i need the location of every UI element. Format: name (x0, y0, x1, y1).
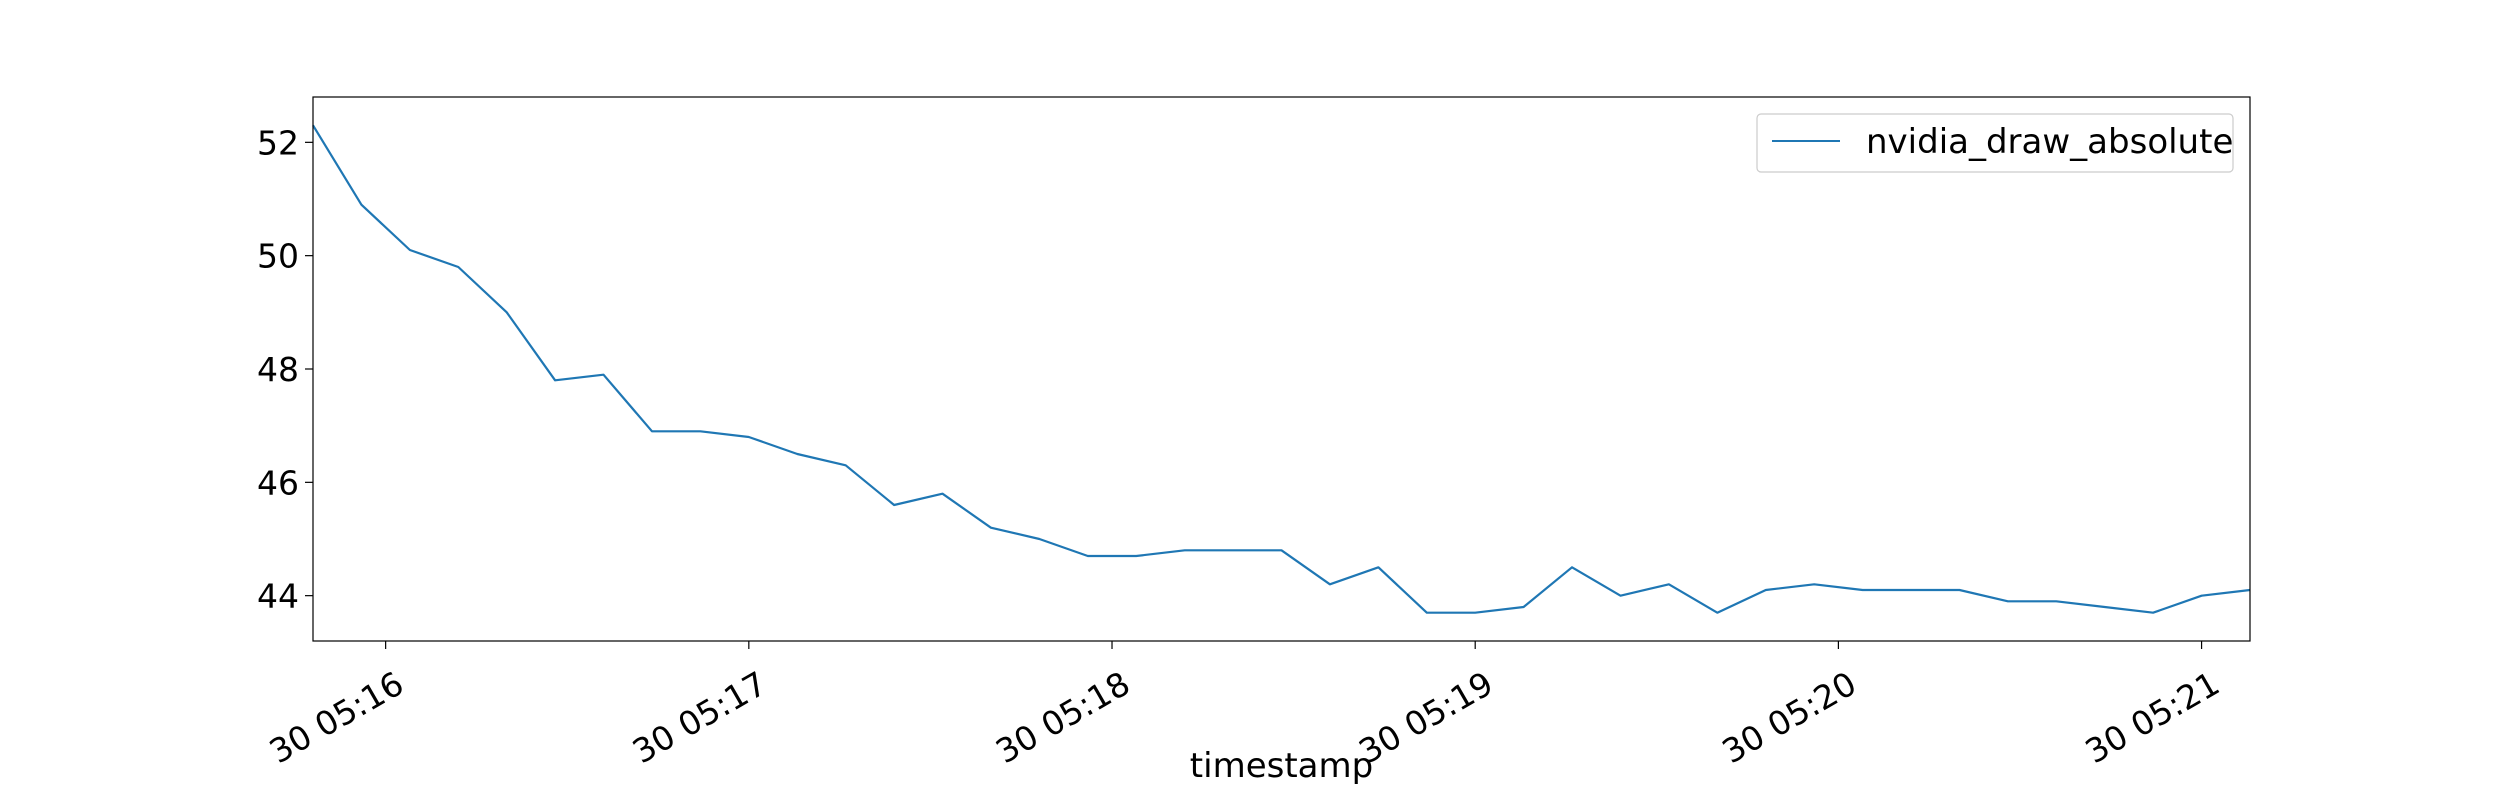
y-tick-label: 50 (257, 237, 299, 276)
series-layer (312, 124, 2251, 614)
x-tick-label: 30 05:16 (263, 664, 410, 772)
x-tick-label: 30 05:18 (989, 664, 1136, 772)
y-tick-label: 46 (257, 463, 299, 502)
x-tick-label: 30 05:17 (626, 664, 773, 772)
x-tick-label: 30 05:19 (1352, 664, 1499, 772)
axis-ticks-layer: 44 46 48 50 52 30 05:16 30 05:17 30 05:18 30 05:… (257, 123, 2226, 771)
x-axis-label: timestamp (1190, 746, 1373, 786)
legend-label: nvidia_draw_absolute (1866, 122, 2233, 162)
y-tick-label: 52 (257, 123, 299, 162)
x-tick-label: 30 05:20 (1715, 664, 1862, 772)
x-tick-label: 30 05:21 (2079, 664, 2226, 772)
legend-box (1756, 113, 2234, 173)
series-line (312, 124, 2251, 614)
legend: nvidia_draw_absolute (1756, 113, 2234, 173)
plot-area-frame (312, 96, 2251, 642)
y-tick-label: 48 (257, 350, 299, 389)
y-tick-label: 44 (257, 577, 299, 616)
